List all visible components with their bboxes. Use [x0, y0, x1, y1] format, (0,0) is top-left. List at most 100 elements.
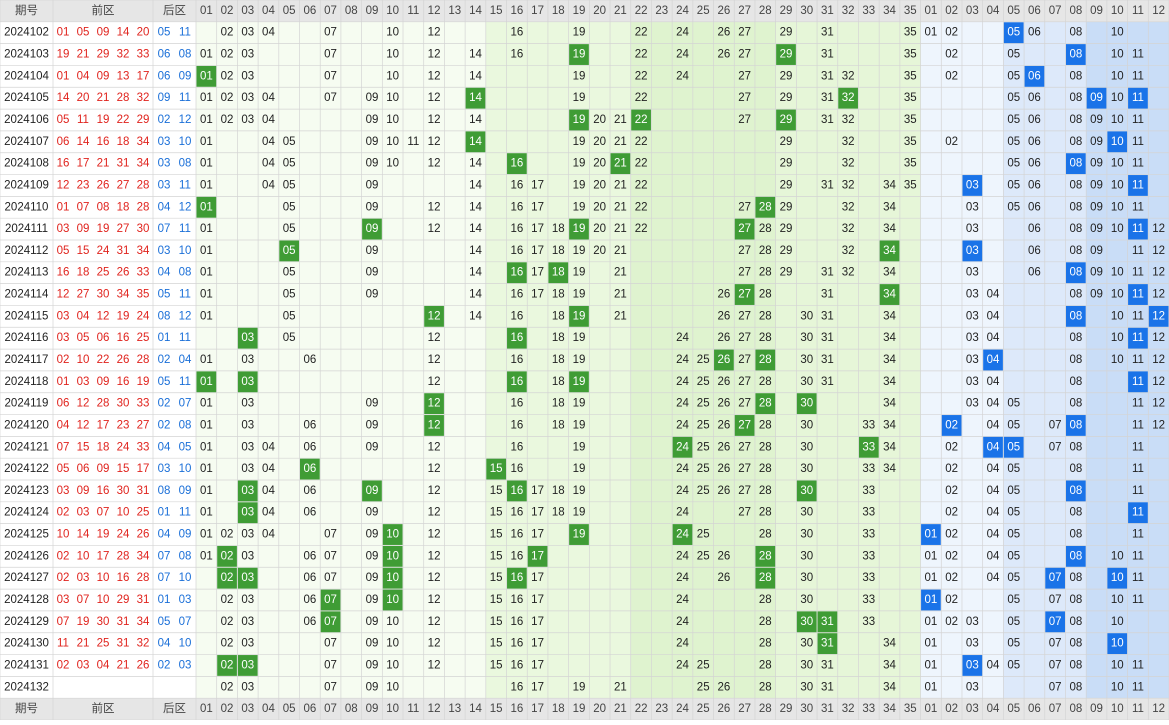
back-number: 08 [179, 419, 192, 431]
hit-cell [838, 87, 858, 109]
trend-number: 11 [1132, 201, 1144, 213]
trend-number: 09 [366, 114, 379, 126]
trend-number: 14 [469, 201, 482, 213]
hit-cell [1065, 44, 1086, 65]
header-issue: 期号 [15, 4, 38, 17]
trend-number: 03 [241, 27, 254, 39]
trend-number: 10 [1111, 201, 1124, 213]
front-number: 31 [117, 245, 130, 257]
trend-number: 30 [800, 310, 813, 322]
trend-number: 04 [987, 398, 1000, 410]
trend-number: 03 [241, 92, 254, 104]
trend-number: 04 [987, 529, 1000, 541]
hit-cell [610, 153, 631, 175]
trend-number: 18 [552, 223, 565, 235]
hit-cell [382, 545, 403, 567]
front-number: 07 [77, 201, 90, 213]
trend-number: 02 [221, 594, 234, 606]
header-front-col: 20 [593, 703, 606, 715]
back-number: 04 [158, 638, 171, 650]
trend-number: 15 [490, 594, 503, 606]
hit-cell [755, 567, 776, 589]
trend-number: 07 [324, 681, 337, 693]
trend-number: 34 [883, 376, 896, 388]
trend-number: 01 [200, 49, 213, 61]
hit-cell [486, 458, 507, 480]
hit-cell [879, 240, 900, 262]
trend-number: 01 [200, 507, 213, 519]
trend-number: 02 [945, 616, 958, 628]
hit-cell [237, 655, 258, 676]
hit-number: 03 [241, 507, 254, 519]
front-number: 19 [97, 114, 110, 126]
trend-number: 10 [1111, 616, 1124, 628]
trend-number: 06 [1028, 27, 1041, 39]
hit-cell [1107, 567, 1128, 589]
hit-cell [424, 305, 444, 327]
column-bg [734, 21, 755, 699]
hit-number: 08 [1069, 158, 1082, 170]
trend-number: 07 [324, 572, 337, 584]
trend-number: 24 [676, 376, 689, 388]
trend-number: 10 [1111, 354, 1124, 366]
front-number: 21 [77, 49, 90, 61]
hit-number: 11 [1132, 332, 1144, 344]
trend-number: 18 [552, 332, 565, 344]
trend-number: 14 [469, 49, 482, 61]
trend-number: 02 [945, 507, 958, 519]
trend-number: 02 [221, 114, 234, 126]
back-number: 09 [179, 485, 192, 497]
trend-number: 17 [531, 594, 544, 606]
hit-cell [1128, 327, 1148, 349]
hit-number: 28 [759, 201, 772, 213]
hit-number: 18 [552, 267, 565, 279]
trend-number: 05 [1007, 419, 1020, 431]
trend-number: 25 [697, 419, 710, 431]
front-number: 03 [57, 310, 70, 322]
trend-number: 11 [1132, 245, 1144, 257]
back-number: 05 [158, 616, 171, 628]
trend-number: 11 [1132, 136, 1144, 148]
trend-number: 16 [510, 550, 523, 562]
trend-number: 30 [800, 507, 813, 519]
front-number: 18 [97, 441, 110, 453]
trend-number: 24 [676, 398, 689, 410]
header-front-col: 29 [780, 5, 793, 17]
trend-number: 16 [510, 310, 523, 322]
header-front-col: 25 [697, 5, 710, 17]
hit-number: 24 [676, 529, 689, 541]
trend-number: 21 [614, 223, 627, 235]
trend-number: 32 [842, 179, 855, 191]
trend-number: 01 [200, 419, 213, 431]
trend-number: 02 [221, 681, 234, 693]
back-number: 04 [158, 529, 171, 541]
trend-number: 14 [469, 114, 482, 126]
hit-number: 19 [573, 223, 586, 235]
trend-number: 09 [366, 441, 379, 453]
trend-number: 28 [759, 638, 772, 650]
header-issue: 期号 [15, 702, 38, 715]
hit-cell [755, 349, 776, 371]
trend-number: 16 [510, 419, 523, 431]
front-number: 17 [97, 550, 110, 562]
trend-number: 03 [966, 201, 979, 213]
front-number: 18 [77, 267, 90, 279]
trend-number: 16 [510, 398, 523, 410]
trend-number: 01 [925, 616, 938, 628]
hit-cell [817, 633, 838, 655]
trend-number: 04 [262, 92, 275, 104]
back-number: 07 [179, 616, 192, 628]
trend-number: 14 [469, 245, 482, 257]
trend-number: 12 [428, 441, 441, 453]
hit-number: 19 [573, 49, 586, 61]
trend-number: 04 [987, 550, 1000, 562]
trend-number: 12 [1152, 245, 1165, 257]
trend-number: 30 [800, 463, 813, 475]
trend-number: 34 [883, 201, 896, 213]
trend-number: 07 [1049, 594, 1062, 606]
trend-number: 34 [883, 441, 896, 453]
trend-number: 17 [531, 267, 544, 279]
header-front-col: 15 [490, 703, 503, 715]
back-number: 04 [158, 267, 171, 279]
issue: 2024131 [4, 659, 49, 671]
